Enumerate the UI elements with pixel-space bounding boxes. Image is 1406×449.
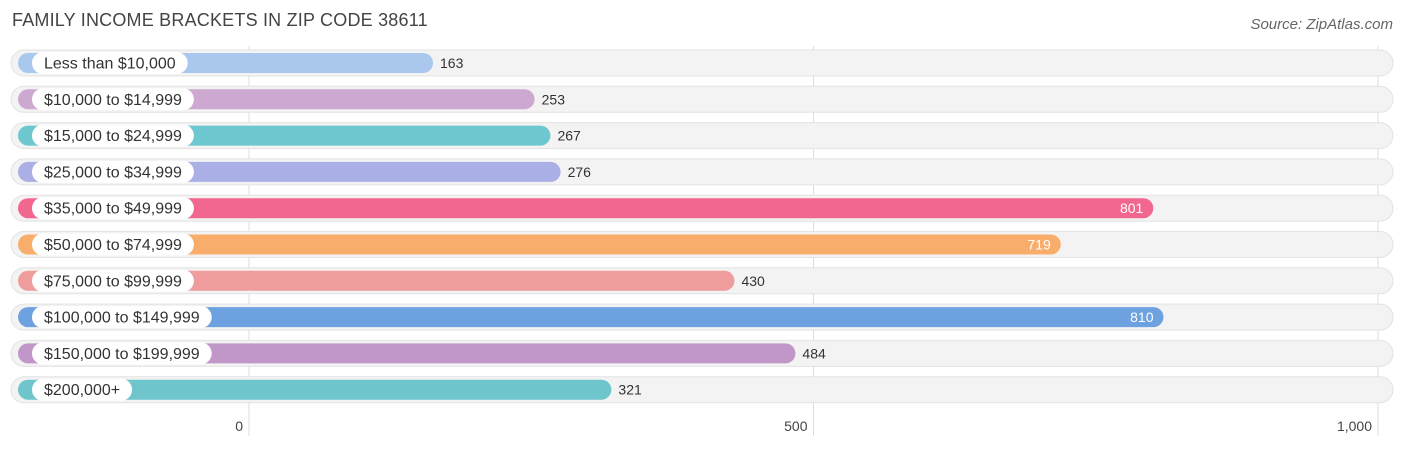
chart-source: Source: ZipAtlas.com bbox=[1250, 16, 1393, 33]
value-label: 321 bbox=[618, 382, 642, 398]
value-label: 810 bbox=[1130, 309, 1154, 325]
bar bbox=[18, 379, 612, 400]
bar bbox=[18, 343, 796, 364]
category-label: $75,000 to $99,999 bbox=[44, 273, 182, 290]
category-label: $200,000+ bbox=[44, 382, 120, 399]
value-label: 719 bbox=[1027, 237, 1051, 253]
category-label-pill bbox=[32, 269, 194, 292]
category-label-pill bbox=[32, 88, 194, 111]
value-label: 267 bbox=[557, 128, 581, 144]
category-label-pill bbox=[32, 233, 194, 256]
category-label: $10,000 to $14,999 bbox=[44, 92, 182, 109]
category-label-pill bbox=[32, 197, 194, 220]
category-label: $50,000 to $74,999 bbox=[44, 237, 182, 254]
category-label-pill bbox=[32, 306, 212, 329]
category-label-pill bbox=[32, 124, 194, 147]
category-label: Less than $10,000 bbox=[44, 56, 176, 73]
bar bbox=[18, 234, 1061, 255]
x-tick-label: 0 bbox=[235, 418, 243, 434]
chart-title: FAMILY INCOME BRACKETS IN ZIP CODE 38611 bbox=[12, 10, 428, 30]
value-label: 801 bbox=[1120, 200, 1144, 216]
bar bbox=[18, 270, 735, 291]
bar bbox=[18, 198, 1154, 219]
category-label: $35,000 to $49,999 bbox=[44, 201, 182, 218]
x-tick-label: 500 bbox=[784, 418, 808, 434]
category-label-pill bbox=[32, 52, 188, 74]
x-tick-label: 1,000 bbox=[1337, 418, 1372, 434]
category-label: $25,000 to $34,999 bbox=[44, 164, 182, 181]
value-label: 163 bbox=[440, 55, 464, 71]
category-label: $15,000 to $24,999 bbox=[44, 128, 182, 145]
value-label: 253 bbox=[542, 91, 566, 107]
value-label: 276 bbox=[568, 164, 592, 180]
category-label-pill bbox=[32, 160, 194, 183]
bar bbox=[18, 307, 1164, 328]
category-label-pill bbox=[32, 342, 212, 365]
category-label: $150,000 to $199,999 bbox=[44, 346, 200, 363]
category-label-pill bbox=[32, 378, 133, 401]
category-label: $100,000 to $149,999 bbox=[44, 310, 200, 327]
value-label: 430 bbox=[741, 273, 765, 289]
value-label: 484 bbox=[802, 345, 826, 361]
